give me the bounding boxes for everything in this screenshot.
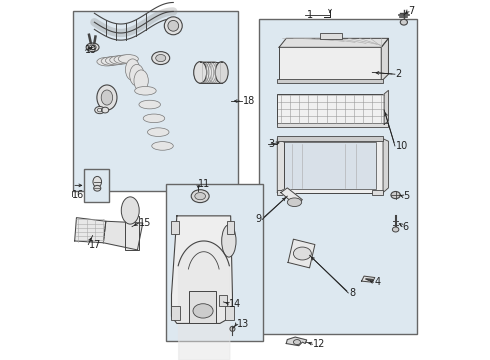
Text: 15: 15 xyxy=(139,218,151,228)
Ellipse shape xyxy=(168,21,179,31)
Ellipse shape xyxy=(221,225,236,257)
Text: 3: 3 xyxy=(269,139,274,149)
Bar xyxy=(277,139,383,193)
Bar xyxy=(73,12,238,191)
Polygon shape xyxy=(362,276,375,282)
Ellipse shape xyxy=(400,19,408,25)
Ellipse shape xyxy=(294,247,311,260)
Ellipse shape xyxy=(135,86,156,95)
Ellipse shape xyxy=(215,62,228,83)
Ellipse shape xyxy=(86,43,99,51)
Ellipse shape xyxy=(294,339,300,345)
Text: 6: 6 xyxy=(403,222,409,231)
Text: 14: 14 xyxy=(229,299,241,309)
Bar xyxy=(172,221,179,234)
Ellipse shape xyxy=(134,70,148,91)
Text: 4: 4 xyxy=(374,277,380,287)
Text: 11: 11 xyxy=(198,179,211,189)
Ellipse shape xyxy=(287,198,302,207)
Polygon shape xyxy=(288,239,315,268)
Ellipse shape xyxy=(164,17,182,35)
Polygon shape xyxy=(172,216,232,323)
Ellipse shape xyxy=(147,128,169,136)
Text: 8: 8 xyxy=(349,288,355,298)
Text: 5: 5 xyxy=(403,191,409,201)
Bar xyxy=(166,184,263,341)
Bar xyxy=(277,136,383,140)
Text: 10: 10 xyxy=(395,141,408,151)
Ellipse shape xyxy=(391,192,400,199)
Polygon shape xyxy=(384,90,389,125)
Text: 2: 2 xyxy=(395,69,402,79)
Text: 19: 19 xyxy=(85,45,98,55)
Polygon shape xyxy=(279,39,389,47)
Ellipse shape xyxy=(95,107,105,114)
Ellipse shape xyxy=(94,185,101,191)
Ellipse shape xyxy=(110,56,130,64)
Ellipse shape xyxy=(114,55,134,64)
Ellipse shape xyxy=(101,90,113,105)
Polygon shape xyxy=(281,188,302,205)
Ellipse shape xyxy=(101,57,121,66)
Ellipse shape xyxy=(143,114,165,123)
Polygon shape xyxy=(277,139,285,193)
Ellipse shape xyxy=(230,326,235,331)
Bar xyxy=(199,62,221,83)
Ellipse shape xyxy=(125,59,140,80)
Bar xyxy=(172,306,180,320)
Bar xyxy=(259,19,417,334)
Bar xyxy=(279,47,381,81)
Bar xyxy=(285,142,376,189)
Polygon shape xyxy=(286,337,307,346)
Bar xyxy=(277,79,383,83)
Bar xyxy=(227,221,234,234)
Text: 17: 17 xyxy=(89,239,101,249)
Polygon shape xyxy=(103,221,143,250)
Bar xyxy=(320,33,342,39)
Bar xyxy=(84,169,109,202)
Polygon shape xyxy=(381,39,389,81)
Bar xyxy=(277,123,389,127)
Polygon shape xyxy=(74,218,106,243)
Bar xyxy=(225,306,234,320)
Text: 12: 12 xyxy=(313,339,325,349)
Text: 13: 13 xyxy=(237,319,249,329)
Ellipse shape xyxy=(93,176,101,187)
Ellipse shape xyxy=(195,193,205,200)
Text: 7: 7 xyxy=(408,6,415,17)
Text: 16: 16 xyxy=(72,190,84,200)
Ellipse shape xyxy=(152,51,170,64)
Bar xyxy=(219,296,227,306)
Polygon shape xyxy=(383,139,389,193)
Ellipse shape xyxy=(105,56,125,65)
Bar xyxy=(277,190,288,195)
Bar xyxy=(190,291,216,323)
Text: 1: 1 xyxy=(307,10,314,20)
Ellipse shape xyxy=(101,107,109,113)
Ellipse shape xyxy=(194,62,207,83)
Ellipse shape xyxy=(130,64,144,86)
Ellipse shape xyxy=(118,55,138,63)
Bar xyxy=(125,216,139,250)
Ellipse shape xyxy=(191,190,209,203)
Bar xyxy=(277,94,385,125)
Ellipse shape xyxy=(193,304,213,318)
Ellipse shape xyxy=(392,227,399,232)
Bar xyxy=(372,190,383,195)
Ellipse shape xyxy=(152,141,173,150)
Text: 18: 18 xyxy=(243,96,255,106)
Ellipse shape xyxy=(97,85,117,110)
Ellipse shape xyxy=(139,100,160,109)
Ellipse shape xyxy=(122,197,139,224)
Text: 9: 9 xyxy=(255,215,261,224)
Ellipse shape xyxy=(97,57,117,66)
Ellipse shape xyxy=(156,54,166,62)
